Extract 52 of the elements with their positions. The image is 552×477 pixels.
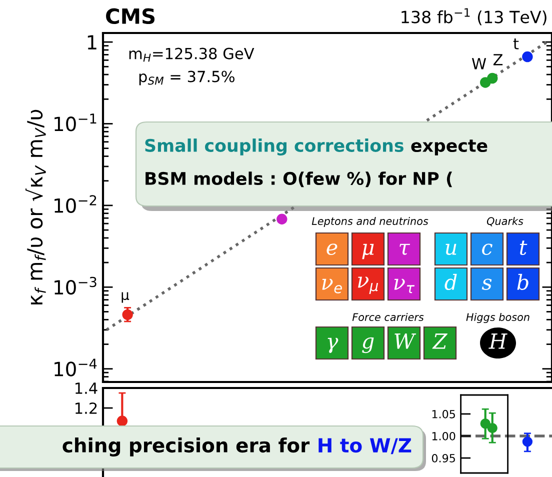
point <box>487 422 498 434</box>
y-tick-label: 1.4 <box>76 382 98 394</box>
chart-subtitle: 138 fb$^{−1}$ (13 TeV) <box>402 8 546 26</box>
y-tick-label: 10$^{−2}$ <box>54 195 96 213</box>
point <box>276 214 288 224</box>
y-tick-label: 10$^{−1}$ <box>54 114 96 132</box>
annotation: ching precision era for <box>62 438 310 456</box>
annotation: ν$_{μ}$ <box>358 276 378 294</box>
annotation: s <box>482 278 492 290</box>
y-tick-label: 1 <box>88 35 96 50</box>
point <box>522 51 533 62</box>
annotation: Force carriers <box>352 312 424 322</box>
annotation: d <box>444 274 457 290</box>
y-tick-label: 1.2 <box>76 402 97 414</box>
annotation: Higgs boson <box>466 312 530 324</box>
y-tick-label: 1.05 <box>432 410 455 418</box>
annotation: expecte <box>411 140 488 156</box>
y-tick-label: 1.00 <box>432 432 456 440</box>
chart-title: CMS <box>106 8 154 24</box>
annotation: g <box>362 337 374 354</box>
annotation: H <box>488 334 508 349</box>
annotation: H to W/Z <box>318 438 412 454</box>
point <box>487 72 498 84</box>
annotation: W <box>394 334 416 349</box>
annotation: t <box>513 38 519 50</box>
annotation: u <box>446 244 456 256</box>
annotation: ν$_{e}$ <box>322 278 342 294</box>
annotation: Z <box>432 334 448 349</box>
annotation: b <box>517 274 528 290</box>
annotation: τ <box>400 244 410 255</box>
y-tick-label: 0.95 <box>432 454 455 462</box>
annotation: Quarks <box>486 216 524 226</box>
annotation: Leptons and neutrinos <box>312 216 428 228</box>
annotation: BSM models : O(few %) for NP ( <box>146 172 452 188</box>
annotation: c <box>482 244 492 256</box>
point <box>122 309 133 320</box>
y-tick-label: 10$^{−4}$ <box>54 358 97 376</box>
text: κ$_{f}$ m$_{f}$/υ or √κ$_{V}$ m$_{V}$/υ <box>25 110 46 304</box>
annotation: W <box>472 58 486 70</box>
annotation: Z <box>493 54 503 66</box>
annotation: p$_{SM}$ = 37.5% <box>139 70 234 86</box>
y-tick-label: 10$^{−3}$ <box>54 276 96 295</box>
point <box>522 436 533 447</box>
point <box>480 418 490 429</box>
annotation: Small coupling corrections <box>145 138 404 156</box>
annotation: t <box>520 240 528 256</box>
annotation: e <box>326 244 338 256</box>
annotation: ν$_{τ}$ <box>394 278 415 294</box>
annotation: m$_{H}$=125.38 GeV <box>129 48 254 62</box>
annotation: μ <box>362 244 374 260</box>
annotation: μ <box>122 292 130 303</box>
annotation: γ <box>328 338 338 354</box>
